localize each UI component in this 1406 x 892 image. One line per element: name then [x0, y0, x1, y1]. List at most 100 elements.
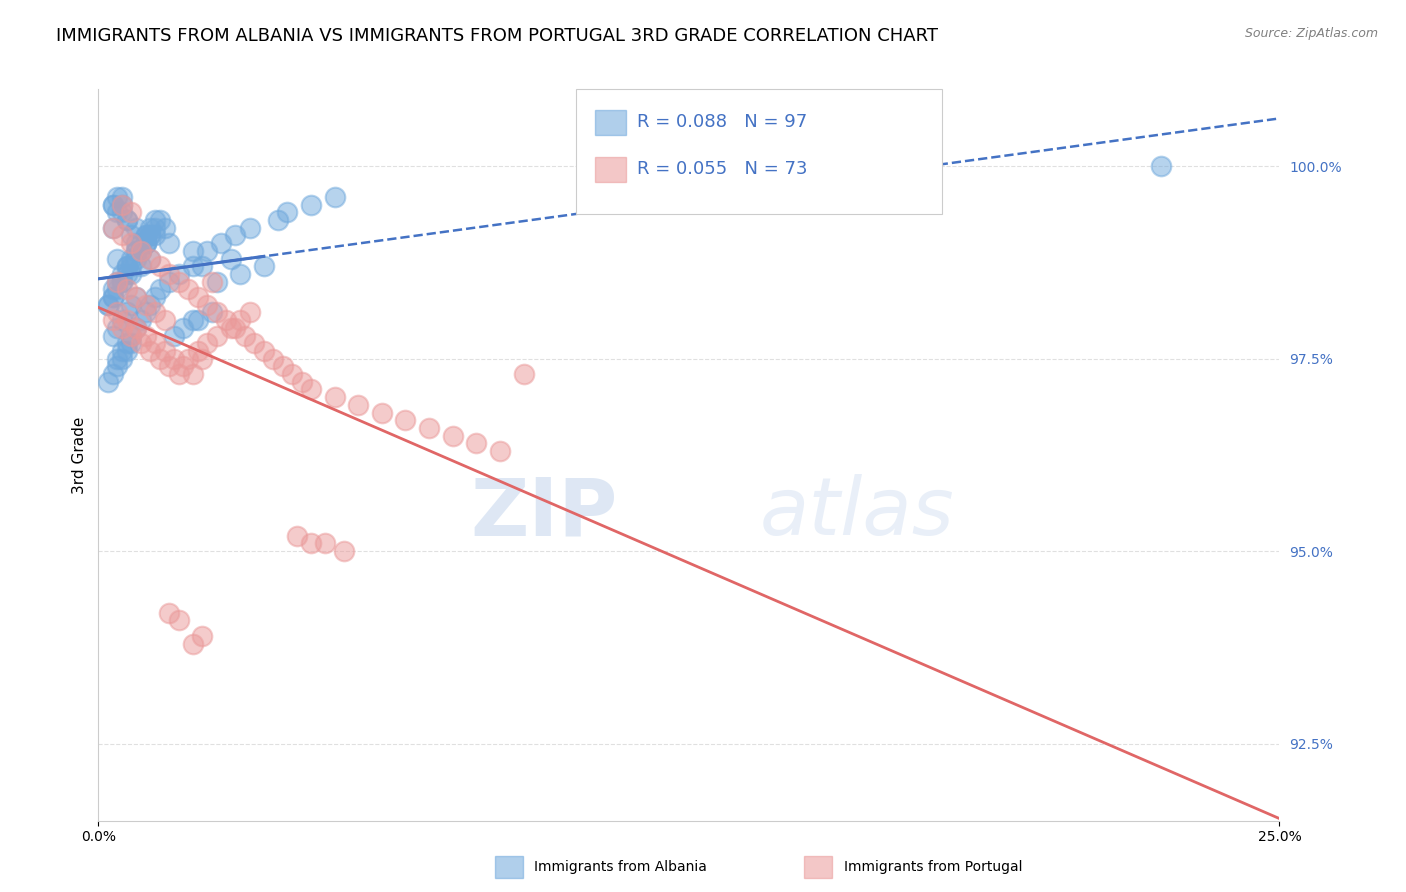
- Point: [239, 220, 262, 235]
- Point: [195, 336, 218, 351]
- Point: [105, 275, 128, 289]
- Point: [135, 228, 157, 243]
- Text: R = 0.088   N = 97: R = 0.088 N = 97: [637, 113, 807, 131]
- Point: [105, 359, 128, 374]
- Point: [290, 375, 312, 389]
- Point: [125, 236, 148, 251]
- Point: [205, 305, 228, 319]
- Point: [512, 367, 534, 381]
- Point: [224, 228, 246, 243]
- Point: [101, 220, 124, 235]
- Point: [129, 313, 152, 327]
- Point: [139, 252, 162, 266]
- Point: [125, 321, 148, 335]
- Point: [167, 275, 190, 289]
- Y-axis label: 3rd Grade: 3rd Grade: [72, 417, 87, 493]
- Point: [181, 636, 204, 650]
- Point: [195, 298, 218, 312]
- Point: [111, 275, 134, 289]
- Point: [101, 367, 124, 381]
- Point: [333, 544, 356, 558]
- Point: [111, 205, 134, 219]
- Point: [121, 205, 143, 219]
- Point: [121, 328, 143, 343]
- Point: [187, 343, 209, 358]
- Point: [157, 236, 180, 251]
- Point: [125, 290, 148, 304]
- Point: [121, 236, 143, 251]
- Point: [143, 228, 166, 243]
- Point: [115, 343, 138, 358]
- Point: [105, 282, 128, 296]
- Point: [135, 298, 157, 312]
- Point: [129, 244, 152, 258]
- Point: [253, 260, 276, 274]
- Point: [139, 228, 162, 243]
- Point: [105, 252, 128, 266]
- Point: [121, 298, 143, 312]
- Point: [97, 298, 120, 312]
- Point: [111, 313, 134, 327]
- Point: [205, 275, 228, 289]
- Point: [139, 252, 162, 266]
- Point: [181, 244, 204, 258]
- Point: [129, 260, 152, 274]
- Point: [135, 328, 157, 343]
- Point: [163, 328, 186, 343]
- Point: [111, 228, 134, 243]
- Point: [139, 343, 162, 358]
- Point: [201, 305, 224, 319]
- Point: [347, 398, 370, 412]
- Point: [323, 390, 346, 404]
- Point: [253, 343, 276, 358]
- Point: [153, 343, 176, 358]
- Point: [219, 321, 242, 335]
- Point: [262, 351, 284, 366]
- Point: [111, 197, 134, 211]
- Text: Immigrants from Portugal: Immigrants from Portugal: [844, 860, 1022, 874]
- Point: [143, 213, 166, 227]
- Point: [181, 313, 204, 327]
- Point: [105, 305, 128, 319]
- Point: [172, 321, 194, 335]
- Point: [418, 421, 440, 435]
- Point: [239, 305, 262, 319]
- Point: [229, 313, 252, 327]
- Point: [167, 267, 190, 281]
- Point: [115, 260, 138, 274]
- Point: [129, 336, 152, 351]
- Point: [299, 197, 322, 211]
- Point: [125, 252, 148, 266]
- Point: [115, 260, 138, 274]
- Point: [371, 406, 394, 420]
- Text: atlas: atlas: [759, 475, 955, 552]
- Point: [1150, 159, 1173, 173]
- Point: [149, 282, 172, 296]
- Point: [135, 228, 157, 243]
- Point: [191, 260, 214, 274]
- Point: [157, 267, 180, 281]
- Point: [201, 275, 224, 289]
- Point: [157, 606, 180, 620]
- Point: [105, 205, 128, 219]
- Point: [143, 336, 166, 351]
- Point: [115, 305, 138, 319]
- Point: [224, 321, 246, 335]
- Point: [121, 228, 143, 243]
- Point: [191, 351, 214, 366]
- Point: [115, 213, 138, 227]
- Point: [101, 282, 124, 296]
- Point: [163, 351, 186, 366]
- Point: [167, 614, 190, 628]
- Point: [215, 313, 238, 327]
- Point: [299, 383, 322, 397]
- Point: [172, 359, 194, 374]
- Point: [191, 629, 214, 643]
- Point: [149, 260, 172, 274]
- Text: ZIP: ZIP: [471, 475, 619, 552]
- Point: [465, 436, 488, 450]
- Text: IMMIGRANTS FROM ALBANIA VS IMMIGRANTS FROM PORTUGAL 3RD GRADE CORRELATION CHART: IMMIGRANTS FROM ALBANIA VS IMMIGRANTS FR…: [56, 27, 938, 45]
- Point: [187, 290, 209, 304]
- Point: [111, 275, 134, 289]
- Point: [143, 220, 166, 235]
